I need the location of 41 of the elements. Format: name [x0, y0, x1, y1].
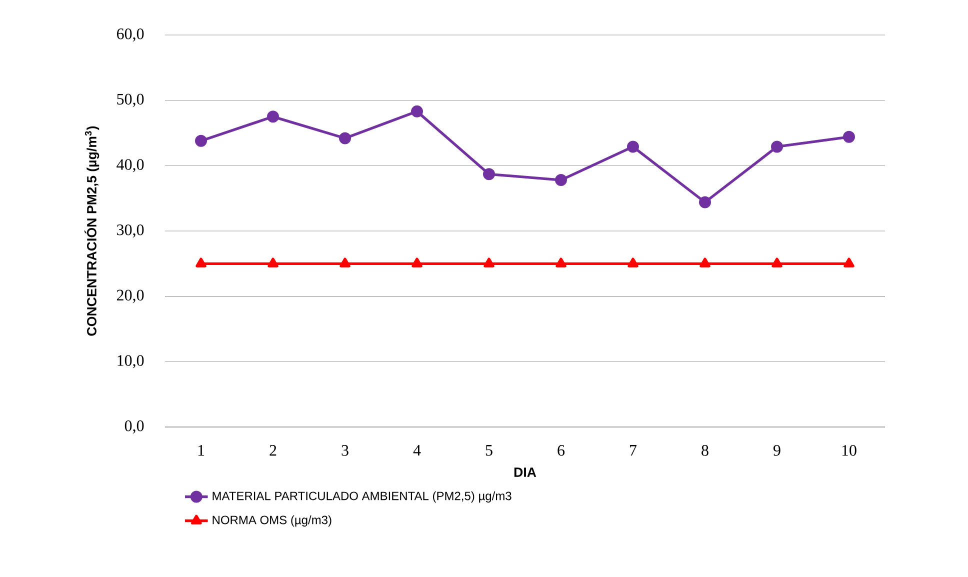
point: [195, 134, 208, 147]
x-tick-label: 7: [630, 445, 637, 456]
y-tick-label: 10,0: [118, 355, 144, 368]
y-tick-label: 40,0: [116, 159, 144, 172]
y-tick-label: 30,0: [117, 224, 144, 238]
x-tick-label: 2: [270, 445, 276, 456]
point: [196, 258, 206, 268]
point: [842, 130, 855, 143]
point: [483, 168, 495, 180]
point: [268, 258, 278, 268]
point: [410, 105, 424, 118]
point: [626, 140, 639, 153]
point: [340, 258, 350, 268]
y-tick-label: 20,0: [117, 290, 144, 303]
point: [844, 258, 854, 268]
y-tick-label: 0,0: [124, 420, 144, 434]
x-tick-label: 3: [342, 445, 348, 456]
x-tick-label: 4: [413, 445, 421, 456]
point: [700, 258, 710, 268]
legend-label: MATERIAL PARTICULADO AMBIENTAL (PM2,5) µg/m3: [212, 491, 512, 503]
x-tick-label: 9: [774, 445, 780, 456]
x-tick-label: 8: [702, 445, 708, 456]
x-axis-title: DIA: [514, 468, 536, 477]
x-tick-label: 10: [842, 445, 856, 456]
point: [412, 258, 422, 268]
point: [698, 196, 711, 208]
x-tick-label: 1: [198, 445, 204, 456]
point: [339, 132, 351, 144]
point: [772, 258, 782, 268]
y-axis-title: CONCENTRACIÓN PM2,5 (µg/m$^{3}$): [84, 126, 100, 336]
y-tick-label: 50,0: [117, 94, 144, 107]
point: [267, 110, 280, 123]
y-tick-label: 60,0: [116, 28, 144, 42]
point: [770, 140, 783, 153]
legend-label: NORMA OMS (µg/m3): [212, 515, 332, 527]
point: [628, 258, 638, 268]
x-tick-label: 5: [486, 445, 492, 456]
point: [554, 174, 567, 186]
point: [484, 258, 494, 268]
point: [556, 258, 566, 268]
x-tick-label: 6: [558, 445, 565, 456]
